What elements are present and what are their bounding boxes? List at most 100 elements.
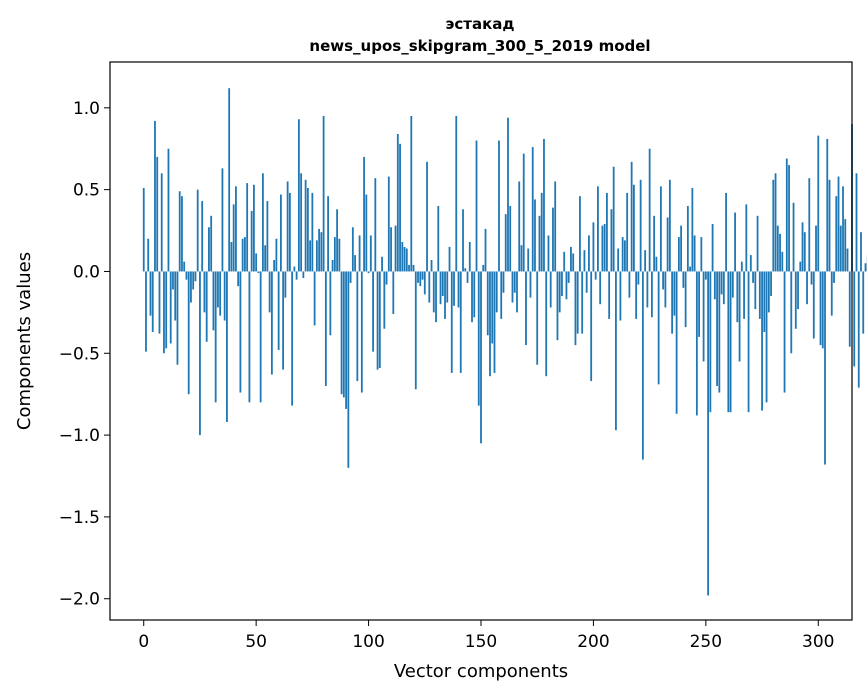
bar-132 — [440, 271, 442, 304]
bar-17 — [181, 196, 183, 271]
x-tick-label: 50 — [245, 632, 267, 652]
bar-174 — [534, 199, 536, 271]
bar-75 — [311, 193, 313, 272]
bar-37 — [226, 271, 228, 422]
bar-88 — [341, 271, 343, 394]
bar-104 — [377, 271, 379, 369]
bar-241 — [685, 271, 687, 327]
bar-90 — [345, 271, 347, 408]
bar-20 — [188, 271, 190, 394]
bar-201 — [595, 271, 597, 279]
bar-321 — [865, 263, 867, 271]
bar-7 — [159, 271, 161, 333]
bar-105 — [379, 271, 381, 368]
bar-246 — [696, 271, 698, 415]
bar-282 — [777, 226, 779, 272]
bar-273 — [757, 216, 759, 272]
bar-149 — [478, 271, 480, 405]
bar-150 — [480, 271, 482, 443]
bar-109 — [388, 177, 390, 272]
bar-119 — [410, 116, 412, 271]
bar-2 — [147, 239, 149, 272]
bar-86 — [336, 209, 338, 271]
bar-244 — [691, 188, 693, 271]
bar-276 — [763, 271, 765, 332]
bar-225 — [649, 149, 651, 272]
bar-68 — [296, 271, 298, 279]
bar-23 — [195, 271, 197, 281]
bar-142 — [462, 209, 464, 271]
bar-306 — [831, 271, 833, 315]
bar-248 — [700, 237, 702, 271]
bar-81 — [325, 271, 327, 386]
bar-262 — [732, 271, 734, 297]
bar-162 — [507, 118, 509, 272]
bar-268 — [745, 204, 747, 271]
bar-154 — [489, 271, 491, 376]
bar-234 — [669, 180, 671, 272]
bar-238 — [678, 237, 680, 271]
bar-305 — [829, 180, 831, 272]
bar-204 — [602, 226, 604, 272]
bar-311 — [842, 186, 844, 271]
bar-34 — [219, 271, 221, 315]
bar-230 — [660, 186, 662, 271]
bar-269 — [748, 271, 750, 412]
bar-284 — [781, 252, 783, 272]
bar-80 — [323, 116, 325, 271]
bar-168 — [521, 245, 523, 271]
bar-220 — [637, 271, 639, 284]
bar-207 — [608, 271, 610, 318]
bar-299 — [815, 226, 817, 272]
bar-13 — [172, 271, 174, 289]
bar-92 — [350, 271, 352, 282]
x-tick-label: 0 — [138, 632, 149, 652]
bar-123 — [419, 271, 421, 286]
bar-167 — [518, 181, 520, 271]
bar-302 — [822, 271, 824, 348]
bar-125 — [424, 271, 426, 294]
bar-169 — [523, 154, 525, 272]
bar-258 — [723, 271, 725, 304]
bar-263 — [734, 213, 736, 272]
bar-298 — [813, 271, 815, 338]
bar-61 — [280, 195, 282, 272]
bar-48 — [251, 211, 253, 272]
bar-153 — [487, 271, 489, 335]
bar-186 — [561, 271, 563, 296]
bar-77 — [316, 240, 318, 271]
bar-131 — [437, 206, 439, 271]
bar-266 — [741, 262, 743, 272]
bar-243 — [689, 267, 691, 272]
bar-30 — [210, 216, 212, 272]
bar-70 — [300, 173, 302, 271]
bar-9 — [163, 271, 165, 353]
bar-240 — [682, 271, 684, 287]
bar-177 — [541, 193, 543, 272]
bar-145 — [469, 242, 471, 271]
bar-292 — [799, 262, 801, 272]
bar-229 — [658, 271, 660, 384]
bar-100 — [368, 271, 370, 273]
bar-47 — [249, 271, 251, 402]
bar-24 — [197, 190, 199, 272]
bar-55 — [266, 201, 268, 271]
bar-3 — [150, 271, 152, 315]
bar-179 — [545, 271, 547, 376]
x-tick-label: 200 — [577, 632, 609, 652]
bar-52 — [260, 271, 262, 402]
bar-310 — [840, 226, 842, 272]
bar-11 — [168, 149, 170, 272]
y-tick-label: −0.5 — [59, 344, 100, 364]
bar-265 — [739, 271, 741, 361]
bar-19 — [186, 271, 188, 279]
bar-18 — [183, 262, 185, 272]
bar-267 — [743, 271, 745, 318]
bar-157 — [496, 271, 498, 312]
bar-129 — [433, 271, 435, 312]
bar-128 — [431, 260, 433, 271]
bar-159 — [500, 271, 502, 318]
bar-45 — [244, 237, 246, 271]
bar-254 — [714, 271, 716, 299]
